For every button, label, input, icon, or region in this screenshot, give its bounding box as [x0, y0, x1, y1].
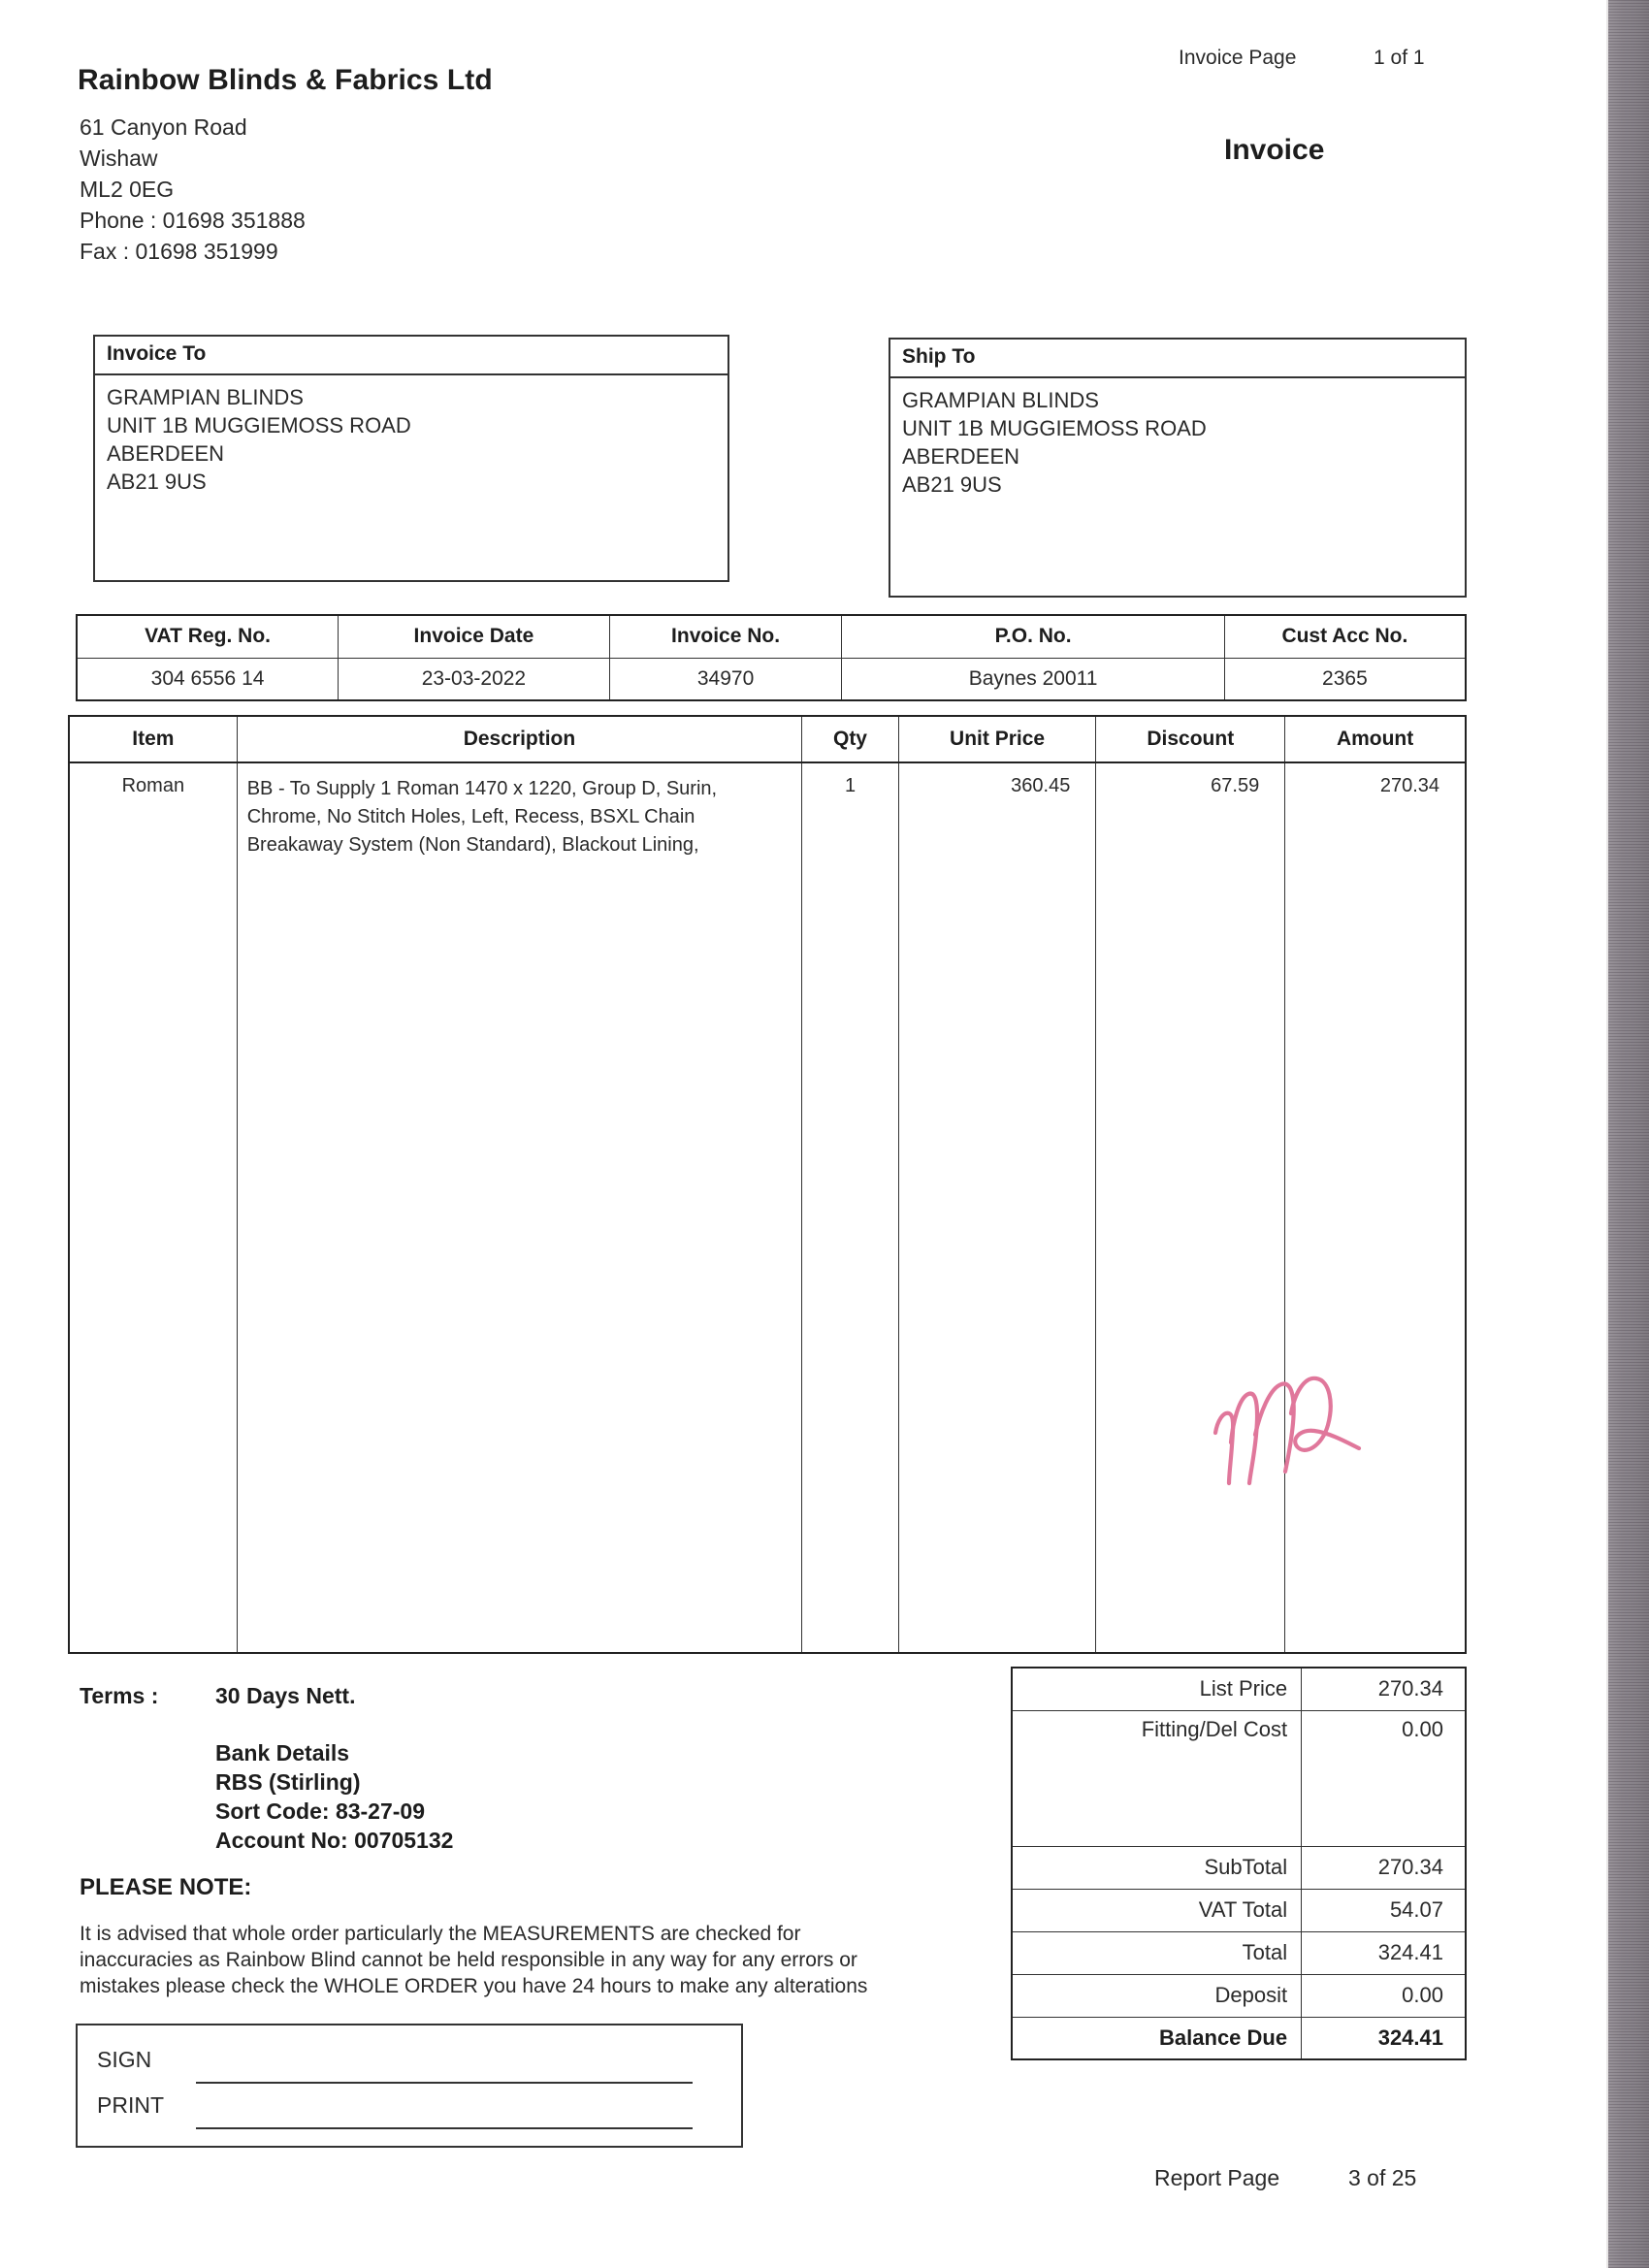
signature-box [76, 2024, 743, 2148]
sign-label: SIGN [97, 2047, 152, 2072]
invoice-meta-table: VAT Reg. No. Invoice Date Invoice No. P.… [76, 614, 1467, 701]
totals-value: 270.34 [1301, 1667, 1467, 1711]
totals-value: 54.07 [1301, 1888, 1467, 1932]
totals-row-fitting-del-cost: Fitting/Del Cost 0.00 [1011, 1709, 1467, 1847]
totals-value: 324.41 [1301, 1930, 1467, 1975]
col-amount: Amount [1284, 715, 1467, 763]
col-po-no: P.O. No. [841, 614, 1225, 659]
company-address-line-1: 61 Canyon Road [80, 114, 247, 140]
ship-to-line: GRAMPIAN BLINDS [902, 388, 1099, 412]
totals-label: SubTotal [1011, 1845, 1303, 1890]
ship-to-line: UNIT 1B MUGGIEMOSS ROAD [902, 416, 1207, 440]
totals-row-list-price: List Price 270.34 [1011, 1667, 1467, 1711]
invoice-to-box: Invoice To GRAMPIAN BLINDS UNIT 1B MUGGI… [93, 335, 729, 582]
scanner-edge-strip [1608, 0, 1649, 2268]
ship-to-line: ABERDEEN [902, 444, 1020, 469]
value-invoice-date: 23-03-2022 [338, 657, 610, 701]
company-fax: Fax : 01698 351999 [80, 239, 278, 264]
company-name: Rainbow Blinds & Fabrics Ltd [78, 64, 493, 96]
please-note-title: PLEASE NOTE: [80, 1874, 252, 1900]
document-title: Invoice [1224, 134, 1325, 166]
line-items-header-row: Item Description Qty Unit Price Discount… [68, 715, 1467, 763]
value-cust-acc-no: 2365 [1223, 657, 1467, 701]
company-phone: Phone : 01698 351888 [80, 208, 306, 233]
report-page-label: Report Page [1154, 2165, 1280, 2190]
totals-value: 0.00 [1301, 1709, 1467, 1847]
value-invoice-no: 34970 [608, 657, 843, 701]
totals-value: 270.34 [1301, 1845, 1467, 1890]
please-note-line: It is advised that whole order particula… [80, 1923, 801, 1945]
invoice-to-address: GRAMPIAN BLINDS UNIT 1B MUGGIEMOSS ROAD … [95, 375, 728, 496]
totals-row-balance-due: Balance Due 324.41 [1011, 2016, 1467, 2060]
please-note-line: mistakes please check the WHOLE ORDER yo… [80, 1975, 868, 1997]
print-label: PRINT [97, 2092, 164, 2118]
ship-to-line: AB21 9US [902, 472, 1002, 497]
invoice-meta-value-row: 304 6556 14 23-03-2022 34970 Baynes 2001… [76, 657, 1467, 701]
invoice-meta-header-row: VAT Reg. No. Invoice Date Invoice No. P.… [76, 614, 1467, 659]
totals-label: Total [1011, 1930, 1303, 1975]
value-vat-reg-no: 304 6556 14 [76, 657, 340, 701]
bank-sort-code: Sort Code: 83-27-09 [215, 1798, 426, 1824]
invoice-to-line: UNIT 1B MUGGIEMOSS ROAD [107, 413, 411, 437]
totals-label: Balance Due [1011, 2016, 1303, 2060]
bank-details-heading: Bank Details [215, 1740, 350, 1766]
bank-name: RBS (Stirling) [215, 1769, 361, 1795]
totals-table: List Price 270.34 Fitting/Del Cost 0.00 … [1011, 1667, 1467, 2060]
table-row: Roman BB - To Supply 1 Roman 1470 x 1220… [68, 761, 1467, 1654]
totals-row-total: Total 324.41 [1011, 1930, 1467, 1975]
invoice-to-line: GRAMPIAN BLINDS [107, 385, 304, 409]
invoice-to-heading: Invoice To [95, 337, 728, 375]
cell-unit-price: 360.45 [897, 761, 1097, 1654]
col-unit-price: Unit Price [897, 715, 1097, 763]
cell-item: Roman [68, 761, 238, 1654]
cell-description: BB - To Supply 1 Roman 1470 x 1220, Grou… [236, 761, 803, 1654]
line-items-table: Item Description Qty Unit Price Discount… [68, 715, 1467, 1654]
col-description: Description [236, 715, 803, 763]
totals-row-deposit: Deposit 0.00 [1011, 1973, 1467, 2018]
invoice-page-value: 1 of 1 [1374, 47, 1425, 69]
totals-row-vat-total: VAT Total 54.07 [1011, 1888, 1467, 1932]
col-invoice-date: Invoice Date [338, 614, 610, 659]
totals-value: 0.00 [1301, 1973, 1467, 2018]
cell-amount: 270.34 [1284, 761, 1467, 1654]
totals-value: 324.41 [1301, 2016, 1467, 2060]
ship-to-heading: Ship To [890, 340, 1465, 378]
terms-value: 30 Days Nett. [215, 1683, 356, 1708]
totals-label: VAT Total [1011, 1888, 1303, 1932]
ship-to-box: Ship To GRAMPIAN BLINDS UNIT 1B MUGGIEMO… [889, 338, 1467, 598]
totals-label: Fitting/Del Cost [1011, 1709, 1303, 1847]
company-address-line-2: Wishaw [80, 146, 158, 171]
invoice-to-line: AB21 9US [107, 470, 207, 494]
invoice-to-line: ABERDEEN [107, 441, 225, 466]
totals-row-subtotal: SubTotal 270.34 [1011, 1845, 1467, 1890]
cell-qty: 1 [801, 761, 899, 1654]
report-page-value: 3 of 25 [1348, 2165, 1417, 2190]
bank-account-number: Account No: 00705132 [215, 1828, 454, 1853]
value-po-no: Baynes 20011 [841, 657, 1225, 701]
company-postcode: ML2 0EG [80, 177, 175, 202]
sign-write-line[interactable] [196, 2082, 693, 2084]
paper-sheet: Rainbow Blinds & Fabrics Ltd 61 Canyon R… [68, 47, 1467, 2190]
col-vat-reg-no: VAT Reg. No. [76, 614, 340, 659]
ship-to-address: GRAMPIAN BLINDS UNIT 1B MUGGIEMOSS ROAD … [890, 378, 1465, 499]
col-item: Item [68, 715, 238, 763]
please-note-line: inaccuracies as Rainbow Blind cannot be … [80, 1949, 857, 1971]
invoice-page-label: Invoice Page [1179, 47, 1297, 69]
print-write-line[interactable] [196, 2127, 693, 2129]
col-invoice-no: Invoice No. [608, 614, 843, 659]
cell-discount: 67.59 [1095, 761, 1286, 1654]
totals-label: List Price [1011, 1667, 1303, 1711]
col-cust-acc-no: Cust Acc No. [1223, 614, 1467, 659]
col-qty: Qty [801, 715, 899, 763]
totals-label: Deposit [1011, 1973, 1303, 2018]
terms-label: Terms : [80, 1683, 159, 1708]
col-discount: Discount [1095, 715, 1286, 763]
